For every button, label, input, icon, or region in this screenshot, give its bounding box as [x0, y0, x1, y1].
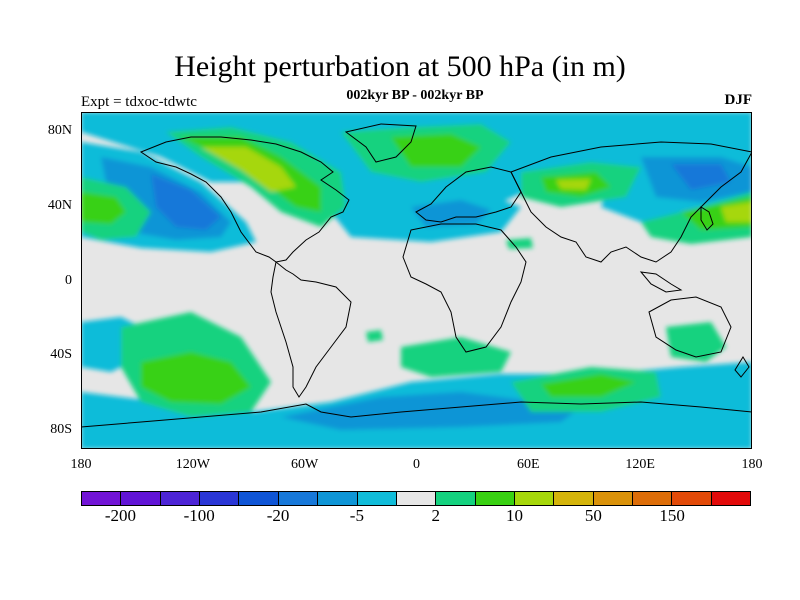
contour-fill: [81, 112, 752, 449]
colorbar-segment: [436, 492, 476, 505]
central-asia-high-center: [556, 179, 591, 190]
north-pacific-high-west-core: [81, 192, 126, 224]
x-tick-label: 60E: [517, 457, 540, 472]
colorbar-segment: [200, 492, 240, 505]
season-label: DJF: [724, 92, 753, 108]
colorbar-label: -200: [104, 506, 136, 525]
colorbar: [81, 491, 751, 506]
colorbar-segment: [633, 492, 673, 505]
colorbar-segment: [278, 492, 319, 505]
small-high-africa: [506, 238, 533, 249]
south-atlantic-high: [401, 337, 511, 377]
colorbar-segment: [475, 492, 515, 505]
colorbar-segment: [318, 492, 358, 505]
colorbar-label: -100: [183, 506, 215, 525]
colorbar-segment: [711, 492, 751, 505]
coastlines: [81, 123, 752, 449]
colorbar-segment: [121, 492, 161, 505]
y-tick-label: 0: [65, 272, 72, 288]
colorbar-segment: [160, 492, 201, 505]
greenland-high-core: [391, 134, 481, 167]
colorbar-segment: [357, 492, 397, 505]
colorbar-segment: [396, 492, 437, 505]
y-tick-label: 80S: [50, 422, 72, 438]
y-tick-label: 80N: [47, 122, 72, 138]
x-tick-label: 180: [70, 457, 92, 472]
small-high-south-atlantic: [366, 330, 383, 342]
plot-title: Height perturbation at 500 hPa (in m): [174, 50, 626, 83]
colorbar-segment: [554, 492, 594, 505]
colorbar-label: -5: [349, 506, 364, 525]
canada-high-core: [181, 137, 321, 212]
x-tick-label: 60W: [291, 457, 319, 472]
experiment-label: Expt = tdxoc-tdwtc: [81, 94, 197, 110]
y-tick-label: 40N: [47, 197, 72, 213]
colorbar-label: 150: [659, 506, 685, 525]
colorbar-label: 2: [431, 506, 440, 525]
east-asia-low-center: [671, 164, 731, 190]
y-tick-label: 40S: [50, 347, 72, 363]
x-tick-label: 120E: [625, 457, 655, 472]
colorbar-label: 10: [506, 506, 524, 525]
colorbar-label: -20: [266, 506, 290, 525]
southern-ring-low-core: [281, 392, 581, 430]
south-indian-high-core: [541, 374, 636, 397]
colorbar-segment: [514, 492, 555, 505]
plot-subtitle: 002kyr BP - 002kyr BP: [346, 88, 484, 103]
canada-high-center: [201, 147, 296, 192]
x-tick-label: 0: [413, 457, 420, 472]
colorbar-label: 50: [584, 506, 602, 525]
x-tick-label: 120W: [175, 457, 210, 472]
colorbar-segment: [593, 492, 634, 505]
contour-map: [81, 112, 752, 449]
south-pacific-high-core: [141, 352, 251, 404]
colorbar-segment: [239, 492, 279, 505]
colorbar-segment: [82, 492, 122, 505]
x-tick-label: 180: [741, 457, 763, 472]
north-pacific-low-center: [151, 174, 221, 230]
colorbar-segment: [672, 492, 712, 505]
west-pacific-high-center: [721, 202, 752, 222]
